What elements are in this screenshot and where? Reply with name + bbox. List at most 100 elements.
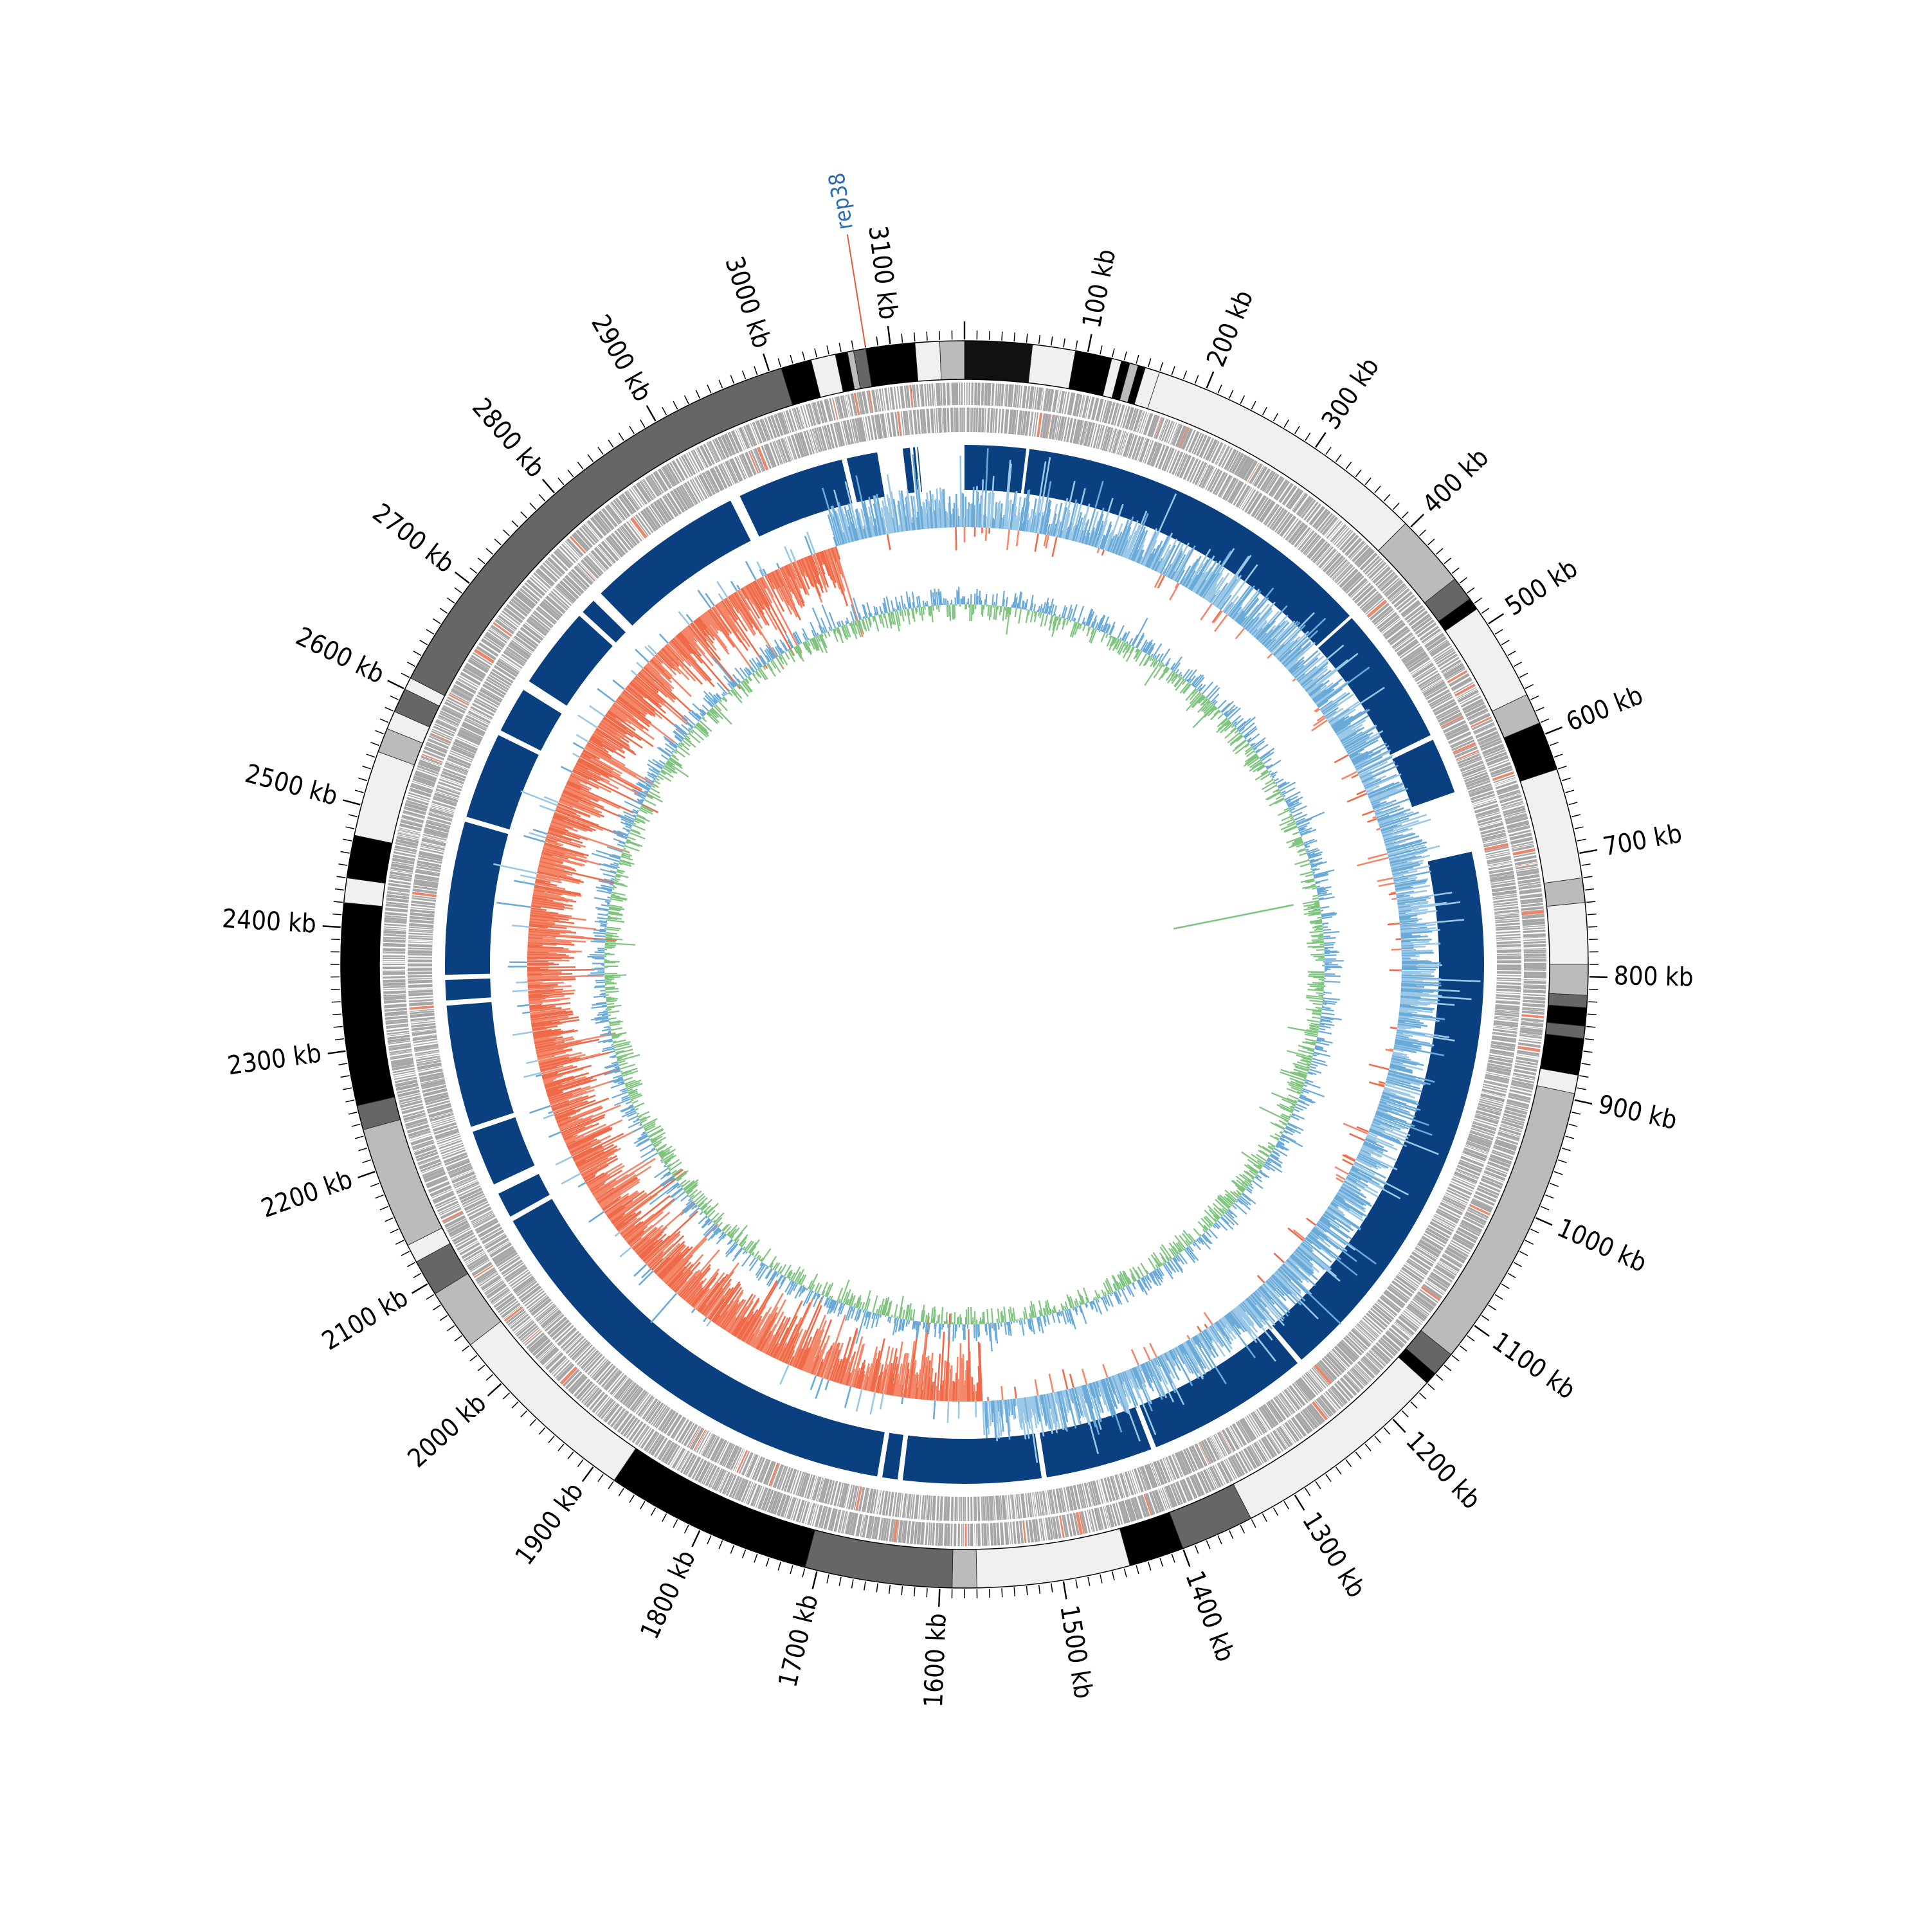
gene-feature (1496, 923, 1520, 926)
gene-feature (963, 1524, 964, 1546)
gc-skew-bar (1015, 1387, 1016, 1398)
gc-skew-bar (1035, 1379, 1038, 1395)
gene-feature (530, 1298, 552, 1316)
gene-feature (947, 1524, 950, 1546)
gene-feature (1524, 971, 1546, 975)
gc-skew-bar (578, 1182, 586, 1187)
gc-skew-bar (561, 766, 572, 772)
gene-feature (993, 1523, 997, 1546)
gene-feature (970, 1524, 974, 1546)
gene-feature (408, 940, 433, 941)
gene-feature (383, 976, 405, 979)
gc-skew-bar (1274, 1253, 1284, 1263)
gc-skew-bar (1373, 817, 1376, 818)
gene-feature (981, 383, 984, 405)
gene-feature (977, 1524, 981, 1546)
gene-feature (950, 408, 954, 432)
gene-feature (977, 1497, 980, 1521)
gene-feature (409, 1002, 433, 1007)
gc-skew-bar (589, 1212, 604, 1222)
gene-feature (383, 953, 405, 954)
gene-feature (983, 1523, 987, 1546)
gc-skew-bar (1158, 575, 1164, 588)
gc-skew-bar (707, 1321, 711, 1326)
gene-feature (1496, 992, 1521, 994)
gene-feature (1523, 985, 1546, 989)
gene-feature (963, 1497, 964, 1521)
gc-skew-bar (845, 1387, 851, 1408)
gene-feature (943, 1496, 947, 1521)
gene-feature (1497, 977, 1521, 980)
gene-feature (408, 932, 433, 935)
gene-feature (973, 408, 975, 432)
gene-feature (383, 937, 406, 939)
gene-feature (409, 997, 433, 999)
gene-feature (954, 408, 956, 432)
gc-skew-bar (578, 715, 597, 727)
gc-skew-bar (985, 516, 986, 528)
gene-feature (1281, 1425, 1294, 1444)
gene-feature (383, 988, 406, 990)
gene-feature (383, 970, 405, 971)
gc-skew-bar (620, 1247, 631, 1257)
gene-feature (383, 960, 405, 961)
gene-feature (1497, 968, 1521, 970)
gene-feature (965, 1497, 966, 1521)
gene-feature (383, 943, 405, 947)
gene-feature (408, 984, 433, 988)
gene-feature (936, 408, 938, 433)
gene-feature (936, 1496, 939, 1521)
gc-skew-bar (934, 1400, 935, 1419)
gc-skew-bar (1258, 1276, 1264, 1283)
gc-skew-bar (936, 1386, 937, 1401)
homology-block (882, 1433, 903, 1480)
gc-skew-bar (615, 1232, 619, 1236)
contig-segment (1547, 903, 1588, 964)
gene-feature (408, 971, 432, 975)
gc-skew-bar (692, 1308, 695, 1313)
gene-feature (383, 986, 406, 988)
gene-feature (1524, 952, 1546, 953)
gene-feature (1496, 944, 1521, 947)
gene-feature (974, 383, 977, 405)
gene-feature (950, 1524, 952, 1546)
gene-feature (383, 964, 405, 965)
gene-feature (925, 1522, 928, 1545)
gc-skew-bar (1288, 1228, 1303, 1241)
contig-segment (1540, 1034, 1584, 1075)
gc-skew-bar (1197, 1326, 1201, 1332)
gene-feature (947, 408, 950, 432)
homology-block (847, 453, 885, 503)
gene-feature (408, 937, 433, 940)
gene-feature (1523, 989, 1546, 994)
gc-skew-bar (1307, 1218, 1316, 1225)
gene-feature (961, 408, 963, 432)
gene-feature (1497, 980, 1521, 982)
gc-skew-bar (1053, 537, 1057, 557)
gene-feature (408, 975, 432, 977)
gene-feature (1497, 949, 1521, 953)
gc-skew-bar (960, 1343, 961, 1402)
gene-feature (975, 408, 978, 432)
gene-feature (930, 408, 935, 433)
gene-feature (408, 957, 432, 959)
gene-feature (1497, 953, 1521, 955)
gene-feature (408, 941, 433, 943)
gc-skew-bar (522, 1012, 530, 1013)
gene-feature (384, 1004, 406, 1009)
gene-feature (959, 1497, 961, 1521)
gc-skew-bar (1200, 604, 1211, 620)
gc-skew-bar (1204, 1312, 1213, 1324)
gene-feature (1496, 937, 1521, 939)
gc-skew-bar (576, 735, 588, 742)
gene-feature (968, 1497, 970, 1521)
gene-feature (963, 408, 964, 432)
gene-feature (914, 1495, 919, 1519)
gene-feature (1524, 948, 1546, 950)
gene-feature (1497, 957, 1521, 959)
gene-feature (987, 408, 990, 433)
gene-feature (968, 383, 970, 405)
gc-skew-bar (512, 925, 529, 926)
gc-skew-bar (1334, 755, 1348, 763)
